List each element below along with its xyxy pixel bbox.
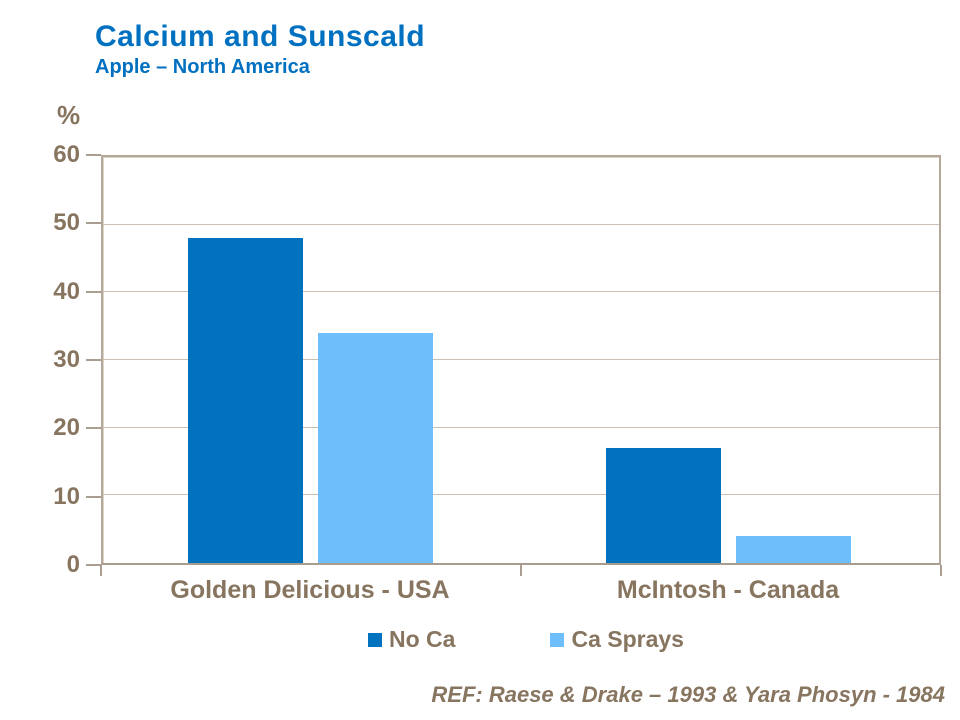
y-tick <box>86 154 101 156</box>
y-tick-label: 10 <box>53 482 80 510</box>
bar-ca-sprays-0 <box>318 332 433 563</box>
y-tick <box>86 290 101 293</box>
bar-ca-sprays-1 <box>736 535 851 563</box>
y-tick <box>86 359 101 361</box>
y-tick-label: 50 <box>53 209 80 237</box>
y-tick-label: 60 <box>53 141 80 168</box>
gridline <box>103 426 939 428</box>
x-tick <box>940 565 942 576</box>
gridline <box>103 359 939 360</box>
category-label: Golden Delicious - USA <box>170 576 450 604</box>
y-tick-label: 0 <box>66 551 80 578</box>
reference-text: REF: Raese & Drake – 1993 & Yara Phosyn … <box>431 682 945 707</box>
bar-no-ca-1 <box>606 447 721 563</box>
gridline <box>103 494 939 496</box>
y-tick <box>86 222 101 225</box>
legend: No Ca Ca Sprays <box>368 628 684 651</box>
legend-swatch-icon <box>368 632 382 647</box>
y-tick-label: 20 <box>53 414 80 442</box>
y-tick <box>86 564 101 566</box>
plot-area <box>101 155 941 565</box>
bar-no-ca-0 <box>188 238 303 563</box>
legend-item: No Ca <box>368 628 455 651</box>
chart-title: Calcium and Sunscald <box>95 20 426 53</box>
x-tick <box>520 565 522 576</box>
legend-label: Ca Sprays <box>571 626 684 652</box>
y-tick <box>86 495 101 498</box>
y-axis-tick-labels: 0 10 20 30 40 50 60 <box>0 143 80 577</box>
legend-item: Ca Sprays <box>550 628 684 651</box>
y-tick-label: 40 <box>53 277 80 305</box>
x-tick <box>100 565 102 576</box>
chart-subtitle: Apple – North America <box>95 56 310 78</box>
y-axis-unit-label: % <box>57 100 81 130</box>
gridline <box>103 223 939 225</box>
y-tick-label: 30 <box>53 346 80 373</box>
category-label: McIntosh - Canada <box>616 576 840 604</box>
gridline <box>103 291 939 293</box>
y-tick <box>86 427 101 430</box>
y-axis-tick-marks <box>86 154 101 566</box>
category-labels: Golden Delicious - USA McIntosh - Canada <box>101 576 941 607</box>
x-axis-tick-marks <box>0 565 960 577</box>
legend-swatch-icon <box>550 632 565 647</box>
legend-label: No Ca <box>389 626 456 652</box>
